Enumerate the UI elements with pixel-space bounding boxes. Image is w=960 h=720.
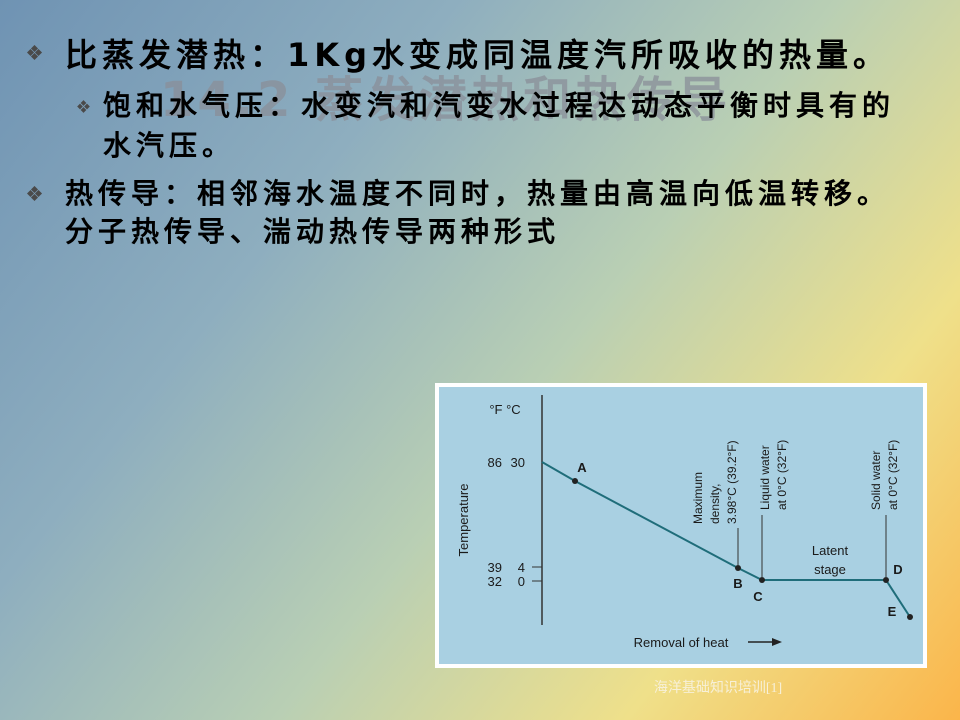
point-label: C (753, 589, 763, 604)
tick-label-f: 32 (488, 574, 502, 589)
point (883, 577, 889, 583)
point-label: A (577, 460, 587, 475)
x-axis-label: Removal of heat (634, 635, 729, 650)
annotation: at 0°C (32°F) (775, 440, 789, 510)
annotation: Maximum (691, 472, 705, 524)
annotation: density, (708, 484, 722, 524)
figure-panel (439, 387, 923, 664)
point (572, 478, 578, 484)
point (759, 577, 765, 583)
point-label: D (893, 562, 902, 577)
arrow-head (772, 638, 782, 646)
bullet-text: 热传导：相邻海水温度不同时，热量由高温向低温转移。分子热传导、湍动热传导两种形式 (65, 177, 891, 248)
sub-bullet-text: 饱和水气压：水变汽和汽变水过程达动态平衡时具有的水汽压。 (103, 89, 896, 162)
bullet-icon (77, 100, 90, 113)
annotation: 3.98°C (39.2°F) (725, 440, 739, 524)
tick-label-c: 30 (511, 455, 525, 470)
y-axis-label: Temperature (456, 484, 471, 557)
tick-label-f: 86 (488, 455, 502, 470)
annotation: Liquid water (758, 445, 772, 510)
tick-label-c: 0 (518, 574, 525, 589)
point-label: E (888, 604, 897, 619)
bullet-icon (27, 186, 43, 202)
annotation: Latent (812, 543, 849, 558)
cooling-curve (541, 461, 911, 618)
annotation: stage (814, 562, 846, 577)
tick-label-f: 39 (488, 560, 502, 575)
tick-label-c: 4 (518, 560, 525, 575)
bullet-text: 比蒸发潜热：1Kg水变成同温度汽所吸收的热量。 (65, 36, 890, 74)
figure: °F °C Temperature 86 30 39 4 32 0 A B C … (435, 383, 927, 668)
annotation: at 0°C (32°F) (886, 440, 900, 510)
bullet-icon (27, 45, 43, 61)
point-label: B (733, 576, 742, 591)
annotation: Solid water (869, 451, 883, 510)
point (735, 565, 741, 571)
point (907, 614, 913, 620)
slide-title: 14.2 蒸发潜热和热传导 (160, 72, 732, 128)
points (572, 478, 913, 620)
units: °F °C (489, 402, 520, 417)
footer: 海洋基础知识培训[1] (653, 681, 783, 696)
